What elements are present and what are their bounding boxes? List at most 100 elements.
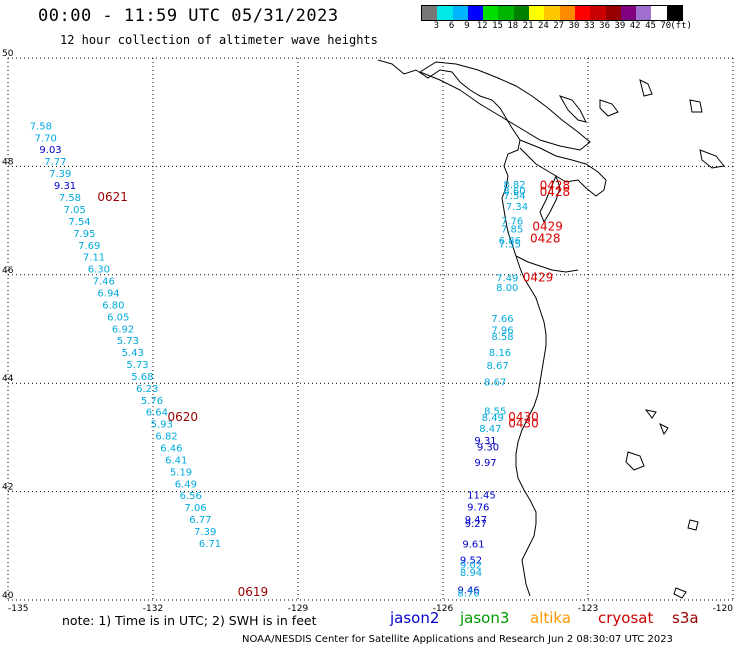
colorbar-swatch bbox=[452, 6, 468, 20]
lon-tick-label: -126 bbox=[433, 604, 454, 614]
wave-height-label: 7.70 bbox=[35, 133, 57, 144]
wave-height-label: 7.76 bbox=[501, 216, 523, 227]
wave-height-label: 5.43 bbox=[122, 348, 144, 359]
wave-height-label: 7.39 bbox=[49, 169, 71, 180]
legend-altika: altika bbox=[530, 609, 572, 627]
pass-time-label: 0428 bbox=[540, 179, 571, 193]
colorbar-labels: 3 6 9 12 15 18 21 24 27 30 33 36 39 42 45 70 (ft) bbox=[421, 21, 731, 33]
colorbar-label: 15 bbox=[492, 21, 503, 31]
wave-height-label: 9.03 bbox=[39, 145, 61, 156]
wave-height-label: 9.30 bbox=[477, 442, 499, 453]
lon-tick-label: -123 bbox=[578, 604, 598, 614]
wave-height-label: 7.49 bbox=[496, 273, 518, 284]
wave-height-label: 8.67 bbox=[484, 377, 506, 388]
lon-tick-label: -135 bbox=[8, 604, 28, 614]
colorbar-label: 27 bbox=[553, 21, 565, 31]
wave-height-label: 5.73 bbox=[126, 360, 148, 371]
colorbar-swatch bbox=[559, 6, 575, 20]
coastline-puget-sound bbox=[539, 174, 561, 224]
pass-time-label: 0619 bbox=[238, 585, 269, 599]
colorbar-swatch bbox=[544, 6, 560, 20]
wave-height-label: 7.34 bbox=[506, 202, 528, 213]
legend-cryosat: cryosat bbox=[598, 609, 654, 627]
wave-height-label: 5.76 bbox=[141, 396, 163, 407]
note-text: note: 1) Time is in UTC; 2) SWH is in fe… bbox=[62, 613, 317, 628]
wave-height-label: 6.49 bbox=[175, 479, 197, 490]
legend-jason3: jason3 bbox=[460, 609, 510, 627]
colorbar-label: 21 bbox=[522, 21, 534, 31]
wave-height-label: 5.19 bbox=[170, 467, 192, 478]
wave-height-label: 7.39 bbox=[194, 527, 216, 538]
wave-height-label: 9.97 bbox=[474, 458, 496, 469]
coastline-inland-waters bbox=[519, 139, 607, 197]
wave-height-label: 7.77 bbox=[44, 157, 66, 168]
legend-s3a: s3a bbox=[672, 609, 699, 627]
colorbar-swatch bbox=[513, 6, 530, 20]
colorbar-swatch bbox=[636, 6, 652, 20]
wave-height-label: 8.82 bbox=[503, 180, 525, 191]
colorbar-label: 3 bbox=[433, 21, 440, 31]
wave-height-label: 11.45 bbox=[467, 491, 496, 502]
pass-time-label: 0428 bbox=[530, 231, 561, 245]
wave-height-label: 8.70 bbox=[458, 589, 480, 600]
wave-height-label: 9.27 bbox=[465, 519, 487, 530]
lon-tick-label: -129 bbox=[288, 604, 309, 614]
colorbar-swatch bbox=[590, 6, 606, 20]
wave-height-label: 6.92 bbox=[112, 324, 134, 335]
wave-height-label: 6.46 bbox=[160, 443, 182, 454]
wave-height-label: 7.11 bbox=[83, 253, 105, 264]
wave-height-label: 8.60 bbox=[503, 187, 525, 198]
colorbar-label: 39 bbox=[614, 21, 626, 31]
wave-height-label: 9.52 bbox=[460, 556, 482, 567]
coastline-columbia-river bbox=[515, 255, 579, 273]
wave-height-label: 6.80 bbox=[102, 300, 124, 311]
wave-height-label: 6.77 bbox=[189, 515, 211, 526]
wave-height-label: 7.06 bbox=[184, 503, 206, 514]
colorbar-swatch bbox=[651, 6, 667, 20]
colorbar-label: 24 bbox=[537, 21, 549, 31]
colorbar-label: 70 bbox=[660, 21, 672, 31]
wave-height-label: 7.96 bbox=[491, 325, 513, 336]
wave-height-label: 6.82 bbox=[155, 432, 177, 443]
wave-height-label: 5.68 bbox=[131, 372, 153, 383]
coastline-vancouver-island bbox=[418, 61, 591, 151]
wave-height-label: 5.73 bbox=[117, 336, 139, 347]
wave-height-label: 6.23 bbox=[136, 384, 158, 395]
colorbar-label: 30 bbox=[568, 21, 580, 31]
pass-time-label: 0621 bbox=[97, 190, 128, 204]
wave-height-label: 6.71 bbox=[199, 539, 221, 550]
wave-height-label: 9.31 bbox=[474, 436, 496, 447]
coastline-mainland bbox=[377, 59, 547, 597]
wave-height-label: 8.94 bbox=[460, 568, 482, 579]
wave-height-label: 6.05 bbox=[107, 312, 129, 323]
colorbar-swatch bbox=[666, 6, 683, 20]
wave-height-label: 8.16 bbox=[489, 348, 511, 359]
wave-height-label: 7.46 bbox=[93, 277, 115, 288]
colorbar-swatch bbox=[437, 6, 453, 20]
colorbar-label: 42 bbox=[629, 21, 641, 31]
map-title: 00:00 - 11:59 UTC 05/31/2023 bbox=[38, 6, 339, 26]
lat-lon-grid bbox=[7, 57, 734, 601]
colorbar-label: 33 bbox=[583, 21, 595, 31]
colorbar-swatch bbox=[422, 6, 438, 20]
wave-height-label: 7.05 bbox=[64, 205, 86, 216]
wave-height-label: 9.02 bbox=[460, 561, 482, 572]
colorbar-label: 18 bbox=[507, 21, 519, 31]
wave-height-label: 7.54 bbox=[68, 217, 90, 228]
wave-height-label: 6.41 bbox=[165, 455, 187, 466]
pass-time-label: 0430 bbox=[508, 417, 539, 431]
colorbar-swatch bbox=[605, 6, 621, 20]
footer-credit: NOAA/NESDIS Center for Satellite Applica… bbox=[242, 634, 673, 645]
pass-time-label: 0429 bbox=[532, 219, 563, 233]
coastline-islands-north bbox=[558, 79, 725, 169]
colorbar-swatch bbox=[620, 6, 637, 20]
wave-height-label: 7.54 bbox=[503, 191, 525, 202]
lat-tick-label: 40 bbox=[2, 591, 14, 601]
wave-height-label: 7.85 bbox=[501, 225, 523, 236]
legend-jason2: jason2 bbox=[390, 609, 440, 627]
wave-height-label: 6.86 bbox=[499, 236, 521, 247]
colorbar-label: 9 bbox=[464, 21, 470, 31]
wave-height-label: 8.47 bbox=[479, 424, 501, 435]
coastline bbox=[377, 59, 725, 599]
colorbar-label: 45 bbox=[645, 21, 656, 31]
